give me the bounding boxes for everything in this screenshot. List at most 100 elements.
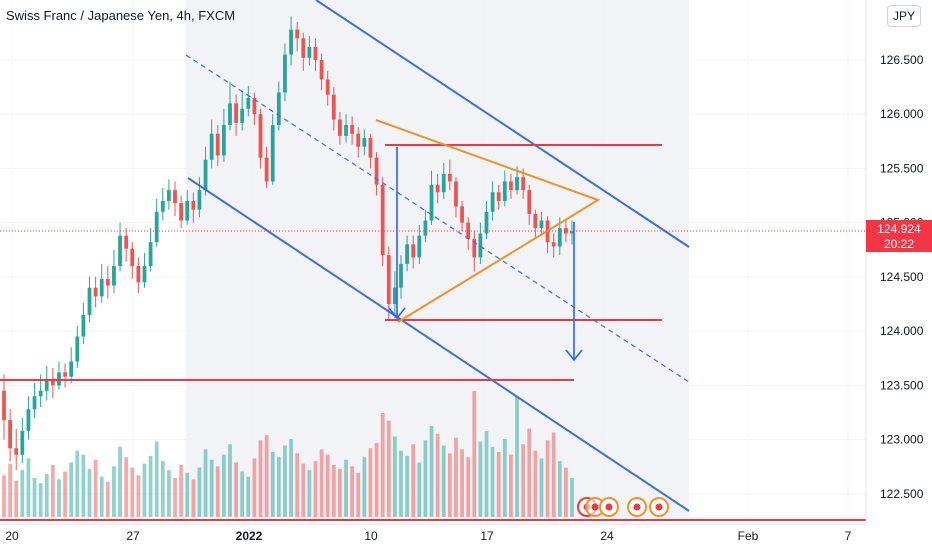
candle-body[interactable] [447,173,452,182]
event-marker-orange-4[interactable] [649,497,669,517]
candle-body[interactable] [93,287,98,297]
candle-body[interactable] [539,220,544,229]
candle-body[interactable] [563,228,568,234]
candle-body[interactable] [325,79,330,95]
candle-body[interactable] [289,29,293,55]
candle-body[interactable] [136,266,141,283]
event-marker-orange-1[interactable] [585,497,605,517]
candle-body[interactable] [112,266,116,286]
candle-body[interactable] [551,242,556,247]
candle-body[interactable] [32,396,37,410]
candle-body[interactable] [221,125,226,156]
event-marker-orange-3[interactable] [627,497,647,517]
candle-body[interactable] [570,231,574,234]
candle-body[interactable] [185,200,190,221]
candle-body[interactable] [234,103,238,123]
candle-body[interactable] [270,125,275,182]
candle-body[interactable] [423,220,428,236]
candle-body[interactable] [331,94,336,120]
candle-body[interactable] [44,378,49,391]
candle-body[interactable] [215,133,220,156]
candle-body[interactable] [124,235,129,249]
candle-body[interactable] [502,181,507,201]
candle-body[interactable] [411,244,416,258]
triangle-pattern[interactable] [375,119,601,323]
candle-body[interactable] [380,184,385,256]
candle-body[interactable] [417,235,422,258]
candle-body[interactable] [203,159,208,191]
candle-body[interactable] [307,46,312,58]
candle-body[interactable] [148,242,153,267]
candle-body[interactable] [368,138,373,158]
candle-body[interactable] [258,114,263,158]
candle-body[interactable] [191,200,196,210]
candle-body[interactable] [179,203,184,221]
event-marker-orange-2[interactable] [599,497,619,517]
currency-button[interactable]: JPY [887,5,921,27]
candle-body[interactable] [142,266,147,283]
channel-upper-line[interactable] [315,0,690,248]
candle-body[interactable] [87,287,92,315]
candle-body[interactable] [14,448,19,455]
candle-body[interactable] [478,233,483,258]
candle-body[interactable] [350,125,355,134]
candle-body[interactable] [81,314,86,337]
candle-body[interactable] [344,125,348,136]
candle-body[interactable] [405,244,409,264]
candle-body[interactable] [160,200,165,212]
candle-body[interactable] [197,190,202,210]
candle-body[interactable] [50,378,55,386]
candle-body[interactable] [521,177,526,191]
candle-body[interactable] [429,184,434,221]
candle-body[interactable] [283,54,287,93]
candle-body[interactable] [454,181,458,207]
candle-body[interactable] [319,59,324,80]
candle-body[interactable] [75,336,80,362]
candle-body[interactable] [20,430,25,455]
candle-body[interactable] [57,372,61,386]
candle-body[interactable] [130,248,135,267]
candle-body[interactable] [63,372,67,377]
channel-median-line[interactable] [185,54,690,383]
candle-body[interactable] [301,38,306,58]
candle-body[interactable] [490,192,495,212]
candle-body[interactable] [295,29,300,39]
candle-body[interactable] [533,213,538,229]
candle-body[interactable] [338,119,342,136]
candle-body[interactable] [167,190,171,201]
candle-body[interactable] [313,46,318,60]
candle-body[interactable] [527,190,532,214]
candle-body[interactable] [118,235,122,267]
candle-body[interactable] [460,206,464,223]
candle-body[interactable] [8,420,13,449]
candle-body[interactable] [484,211,489,234]
channel-lower-line[interactable] [187,177,690,512]
candle-body[interactable] [264,157,269,182]
candle-body[interactable] [386,255,391,305]
candle-body[interactable] [435,184,440,193]
candle-body[interactable] [26,409,31,431]
candle-body[interactable] [228,103,232,126]
candle-body[interactable] [276,92,281,126]
candle-body[interactable] [441,173,446,193]
candle-body[interactable] [2,390,6,421]
candle-body[interactable] [509,181,513,191]
candle-body[interactable] [38,390,43,397]
candle-body[interactable] [154,211,159,243]
candle-body[interactable] [392,287,397,305]
candle-body[interactable] [99,279,104,297]
candle-body[interactable] [362,138,367,147]
candle-body[interactable] [515,177,519,191]
candle-body[interactable] [209,133,214,160]
candle-body[interactable] [240,108,245,123]
candle-body[interactable] [105,279,110,286]
candle-body[interactable] [472,238,477,258]
candle-body[interactable] [496,192,501,201]
candle-body[interactable] [252,97,257,115]
candle-body[interactable] [557,228,562,247]
candle-body[interactable] [374,157,379,185]
candle-body[interactable] [356,133,361,147]
candle-body[interactable] [246,97,251,109]
candle-body[interactable] [69,361,74,377]
